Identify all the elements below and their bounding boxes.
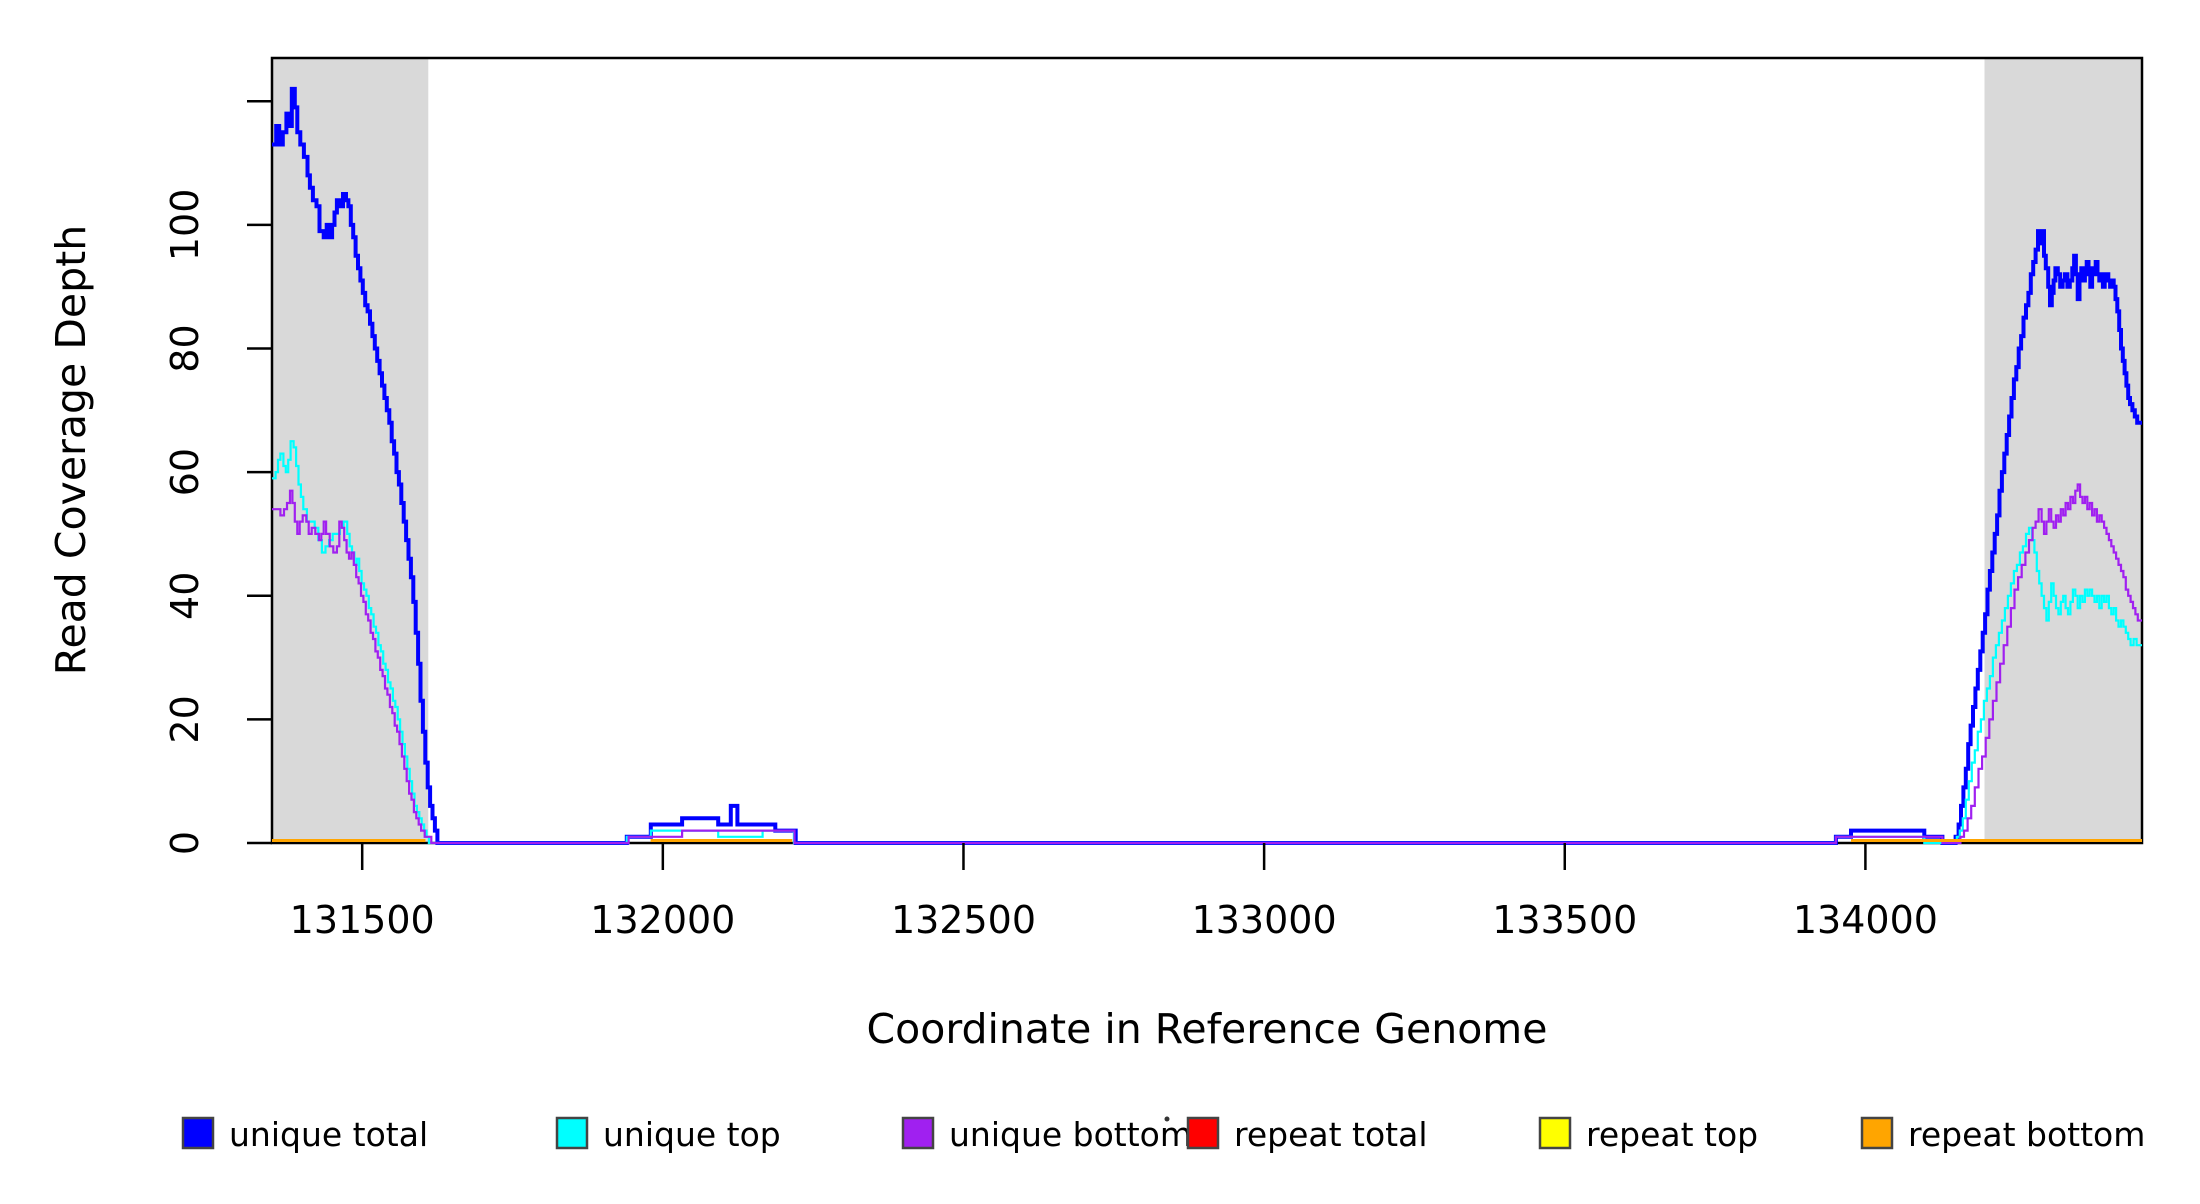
series-unique-top xyxy=(272,440,2142,845)
legend-swatch xyxy=(555,1116,589,1150)
legend-item-repeat-top: repeat top xyxy=(1538,1115,1758,1154)
x-tick-label: 133500 xyxy=(1492,898,1637,942)
legend: unique total unique top unique bottom repea… xyxy=(181,1115,2145,1154)
legend-item-unique-top: unique top xyxy=(555,1115,781,1154)
x-tick-label: 132000 xyxy=(590,898,735,942)
legend-swatch xyxy=(1186,1116,1220,1150)
legend-label: unique total xyxy=(229,1115,428,1154)
series-unique-total xyxy=(272,86,2142,845)
y-tick-label: 0 xyxy=(163,831,207,855)
series-unique-bottom xyxy=(272,483,2142,845)
legend-label: repeat top xyxy=(1586,1115,1758,1154)
axis-ticks-group: 131500 132000 132500 133000 133500 134000 0 20 4… xyxy=(163,100,1938,942)
x-tick-label: 132500 xyxy=(891,898,1036,942)
legend-item-repeat-total: repeat total xyxy=(1186,1115,1428,1154)
gray-band-right xyxy=(1984,58,2142,843)
legend-swatch xyxy=(181,1116,215,1150)
legend-label: unique top xyxy=(603,1115,781,1154)
legend-item-unique-bottom: unique bottom xyxy=(901,1115,1192,1154)
x-tick-label: 131500 xyxy=(290,898,435,942)
x-tick-label: 133000 xyxy=(1192,898,1337,942)
gray-band-left xyxy=(272,58,429,843)
legend-label: repeat total xyxy=(1234,1115,1428,1154)
legend-item-repeat-bottom: repeat bottom xyxy=(1860,1115,2145,1154)
legend-label: repeat bottom xyxy=(1908,1115,2145,1154)
x-tick-label: 134000 xyxy=(1793,898,1938,942)
legend-artifact-dot xyxy=(1164,1116,1170,1122)
plot-frame xyxy=(270,56,2144,845)
legend-swatch xyxy=(1860,1116,1894,1150)
y-tick-label: 60 xyxy=(163,448,207,496)
highlight-bands xyxy=(272,58,2142,843)
legend-swatch xyxy=(1538,1116,1572,1150)
legend-swatch xyxy=(901,1116,935,1150)
legend-label: unique bottom xyxy=(949,1115,1192,1154)
series-group xyxy=(272,86,2142,845)
x-axis-title: Coordinate in Reference Genome xyxy=(867,1005,1548,1053)
y-axis-title: Read Coverage Depth xyxy=(47,225,95,675)
y-tick-label: 100 xyxy=(163,189,207,262)
y-tick-label: 80 xyxy=(163,324,207,372)
legend-item-unique-total: unique total xyxy=(181,1115,428,1154)
y-tick-label: 20 xyxy=(163,695,207,743)
y-tick-label: 40 xyxy=(163,572,207,620)
plot-frame-group xyxy=(270,56,2144,845)
